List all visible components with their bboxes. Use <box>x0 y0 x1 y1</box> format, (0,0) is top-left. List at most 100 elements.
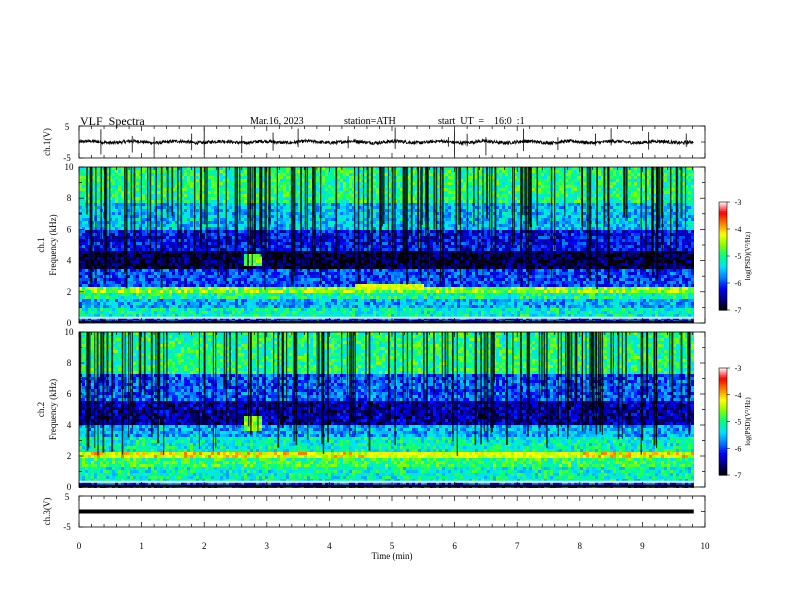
spectrogram-cell <box>613 167 616 170</box>
spectrogram-cell <box>667 209 670 212</box>
spectrogram-cell <box>88 167 91 170</box>
spectrogram-cell <box>271 212 274 215</box>
spectrogram-cell <box>448 188 451 191</box>
spectrogram-cell <box>619 188 622 191</box>
spectrogram-cell <box>571 221 574 224</box>
spectrogram-cell <box>97 194 100 197</box>
spectrogram-cell <box>478 188 481 191</box>
spectrogram-cell <box>352 173 355 176</box>
spectrogram-cell <box>226 212 229 215</box>
spectrogram-cell <box>409 224 412 227</box>
spectrogram-cell <box>289 197 292 200</box>
spectrogram-cell <box>289 227 292 230</box>
spectrogram-cell <box>544 191 547 194</box>
spectrogram-cell <box>82 203 85 206</box>
spectrogram-cell <box>241 206 244 209</box>
spectrogram-cell <box>322 170 325 173</box>
spectrogram-cell <box>622 224 625 227</box>
spectrogram-cell <box>514 224 517 227</box>
spectrogram-cell <box>277 167 280 170</box>
spectrogram-cell <box>415 191 418 194</box>
spectrogram-cell <box>175 191 178 194</box>
spectrogram-cell <box>475 215 478 218</box>
spectrogram-cell <box>346 185 349 188</box>
spectrogram-cell <box>682 224 685 227</box>
spectrogram-cell <box>601 182 604 185</box>
spectrogram-cell <box>109 209 112 212</box>
spectrogram-cell <box>280 209 283 212</box>
spectrogram-cell <box>175 203 178 206</box>
spectrogram-cell <box>115 197 118 200</box>
spectrogram-cell <box>361 230 364 233</box>
spectrogram-cell <box>310 230 313 233</box>
spectrogram-cell <box>601 227 604 230</box>
spectrogram-cell <box>214 209 217 212</box>
spectrogram-cell <box>127 221 130 224</box>
spectrogram-cell <box>421 233 424 236</box>
spectrogram-cell <box>643 227 646 230</box>
spectrogram-cell <box>127 203 130 206</box>
spectrogram-cell <box>250 215 253 218</box>
spectrogram-cell <box>235 194 238 197</box>
spectrogram-cell <box>691 221 694 224</box>
spectrogram-cell <box>349 188 352 191</box>
spectrogram-cell <box>670 173 673 176</box>
spectrogram-cell <box>274 191 277 194</box>
spectrogram-cell <box>613 233 616 236</box>
spectrogram-cell <box>181 188 184 191</box>
spectrogram-cell <box>502 167 505 170</box>
spectrogram-cell <box>619 194 622 197</box>
spectrogram-cell <box>79 227 82 230</box>
spectrogram-cell <box>508 167 511 170</box>
spectrogram-cell <box>310 191 313 194</box>
spectrogram-cell <box>115 194 118 197</box>
spectrogram-cell <box>178 173 181 176</box>
spectrogram-cell <box>337 212 340 215</box>
spectrogram-cell <box>571 209 574 212</box>
spectrogram-cell <box>598 200 601 203</box>
spectrogram-cell <box>151 215 154 218</box>
spectrogram-cell <box>388 170 391 173</box>
spectrogram-cell <box>289 176 292 179</box>
spectrogram-cell <box>544 227 547 230</box>
spectrogram-cell <box>328 179 331 182</box>
spectrogram-cell <box>631 230 634 233</box>
spectrogram-cell <box>667 227 670 230</box>
spectrogram-cell <box>187 191 190 194</box>
spectrogram-cell <box>616 200 619 203</box>
spectrogram-cell <box>337 215 340 218</box>
spectrogram-cell <box>418 227 421 230</box>
spectrogram-cell <box>670 170 673 173</box>
spectrogram-cell <box>538 191 541 194</box>
spectrogram-cell <box>298 236 301 239</box>
spectrogram-cell <box>517 215 520 218</box>
spectrogram-cell <box>106 206 109 209</box>
spectrogram-cell <box>325 212 328 215</box>
spectrogram-cell <box>430 194 433 197</box>
spectrogram-cell <box>445 188 448 191</box>
spectrogram-cell <box>322 176 325 179</box>
spectrogram-cell <box>583 215 586 218</box>
spectrogram-cell <box>559 227 562 230</box>
spectrogram-cell <box>559 182 562 185</box>
spectrogram-cell <box>418 176 421 179</box>
spectrogram-cell <box>184 167 187 170</box>
spectrogram-cell <box>130 233 133 236</box>
spectrogram-cell <box>484 176 487 179</box>
spectrogram-cell <box>151 236 154 239</box>
spectrogram-cell <box>346 197 349 200</box>
spectrogram-cell <box>637 182 640 185</box>
spectrogram-cell <box>343 227 346 230</box>
spectrogram-cell <box>208 236 211 239</box>
spectrogram-cell <box>235 215 238 218</box>
spectrogram-cell <box>88 206 91 209</box>
spectrogram-cell <box>187 188 190 191</box>
spectrogram-cell <box>616 188 619 191</box>
spectrogram-cell <box>484 224 487 227</box>
spectrogram-cell <box>286 227 289 230</box>
spectrogram-cell <box>286 212 289 215</box>
spectrogram-cell <box>634 182 637 185</box>
spectrogram-cell <box>673 173 676 176</box>
spectrogram-cell <box>346 173 349 176</box>
spectrogram-cell <box>409 176 412 179</box>
